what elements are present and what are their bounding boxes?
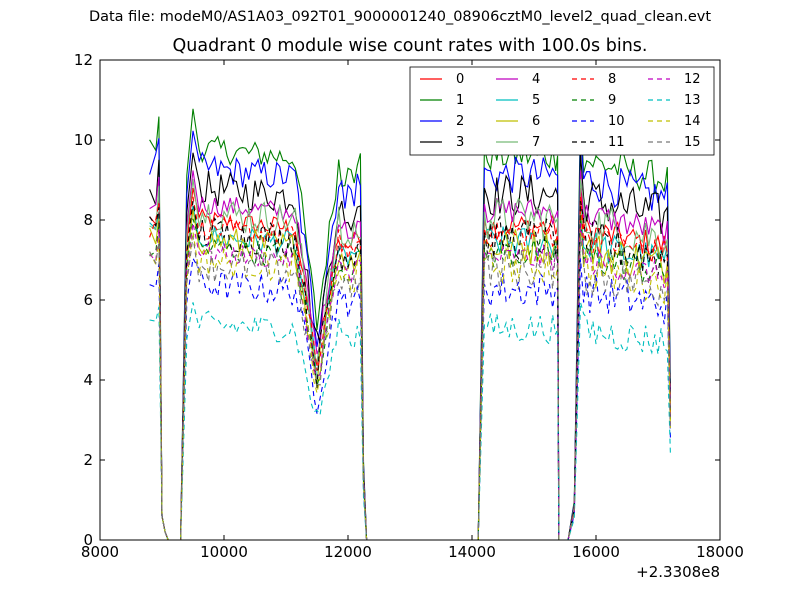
x-tick-label: 12000 — [324, 543, 372, 561]
series-line-7 — [149, 179, 671, 541]
legend-label: 7 — [532, 135, 540, 150]
legend-label: 5 — [532, 93, 540, 108]
series-line-15 — [149, 236, 671, 541]
legend-label: 12 — [684, 72, 701, 87]
legend-label: 0 — [456, 72, 464, 87]
y-tick-label: 10 — [74, 131, 93, 149]
series-line-2 — [149, 130, 671, 541]
legend-label: 15 — [684, 135, 701, 150]
legend-label: 10 — [608, 114, 625, 129]
chart-title: Quadrant 0 module wise count rates with … — [172, 36, 648, 56]
series-line-1 — [149, 108, 671, 541]
legend-label: 4 — [532, 72, 540, 87]
series-line-10 — [149, 256, 671, 541]
y-tick-label: 2 — [83, 451, 93, 469]
y-tick-label: 8 — [83, 211, 93, 229]
y-tick-label: 4 — [83, 371, 93, 389]
series-line-14 — [149, 231, 671, 541]
legend-label: 11 — [608, 135, 625, 150]
x-offset-label: +2.3308e8 — [636, 563, 720, 581]
suptitle: Data file: modeM0/AS1A03_092T01_90000012… — [88, 9, 712, 25]
series-line-13 — [149, 302, 671, 541]
x-tick-label: 16000 — [572, 543, 620, 561]
series-line-12 — [149, 223, 671, 541]
legend-label: 3 — [456, 135, 464, 150]
x-tick-label: 8000 — [81, 543, 119, 561]
y-tick-label: 6 — [83, 291, 93, 309]
legend-label: 9 — [608, 93, 616, 108]
x-tick-label: 14000 — [448, 543, 496, 561]
series-lines — [149, 108, 671, 541]
legend-label: 1 — [456, 93, 464, 108]
x-tick-label: 18000 — [696, 543, 744, 561]
series-line-11 — [149, 201, 671, 541]
legend-label: 14 — [684, 114, 701, 129]
legend-frame — [409, 66, 715, 156]
legend-label: 6 — [532, 114, 540, 129]
series-line-3 — [149, 152, 671, 541]
series-line-6 — [149, 209, 671, 541]
y-tick-label: 12 — [74, 51, 93, 69]
legend-label: 13 — [684, 93, 701, 108]
y-tick-label: 0 — [83, 531, 93, 549]
legend-label: 8 — [608, 72, 616, 87]
legend-label: 2 — [456, 114, 464, 129]
x-tick-label: 10000 — [200, 543, 248, 561]
